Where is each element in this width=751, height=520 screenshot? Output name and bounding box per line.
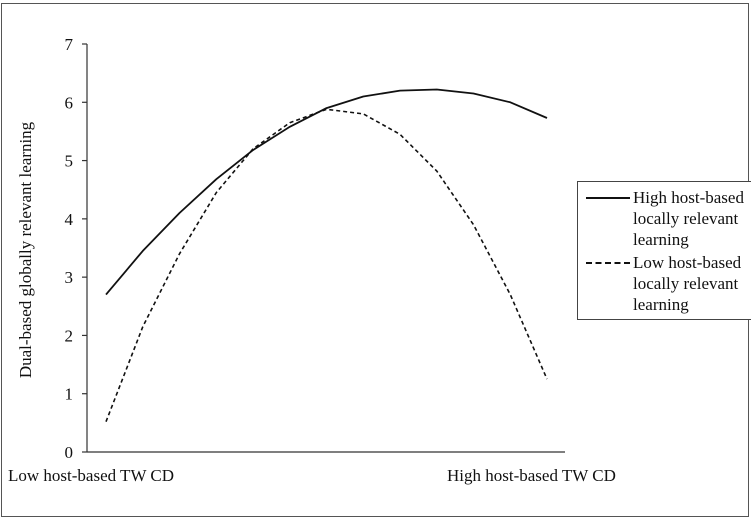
y-tick-label: 1 [65, 385, 74, 404]
y-tick-label: 6 [65, 93, 74, 112]
series-line-low [105, 108, 548, 422]
y-tick-label: 2 [65, 326, 74, 345]
axes [86, 44, 565, 453]
legend-swatch-dashed [586, 262, 630, 264]
y-tick-label: 0 [65, 443, 74, 462]
y-axis-title: Dual-based globally relevant learning [16, 121, 35, 378]
series-lines [105, 88, 548, 422]
series-line-high [105, 88, 548, 296]
x-label-low: Low host-based TW CD [8, 466, 174, 485]
x-label-high: High host-based TW CD [447, 466, 616, 485]
legend-label-high: High host-based locally relevant learnin… [633, 188, 744, 249]
legend: High host-based locally relevant learnin… [577, 181, 751, 320]
y-ticks: 0 1 2 3 4 5 6 7 [65, 35, 87, 462]
legend-swatch-solid [586, 197, 630, 199]
y-tick-label: 4 [65, 210, 74, 229]
legend-label-low: Low host-based locally relevant learning [633, 253, 742, 314]
y-tick-label: 5 [65, 152, 74, 171]
y-tick-label: 3 [65, 268, 74, 287]
y-tick-label: 7 [65, 35, 74, 54]
